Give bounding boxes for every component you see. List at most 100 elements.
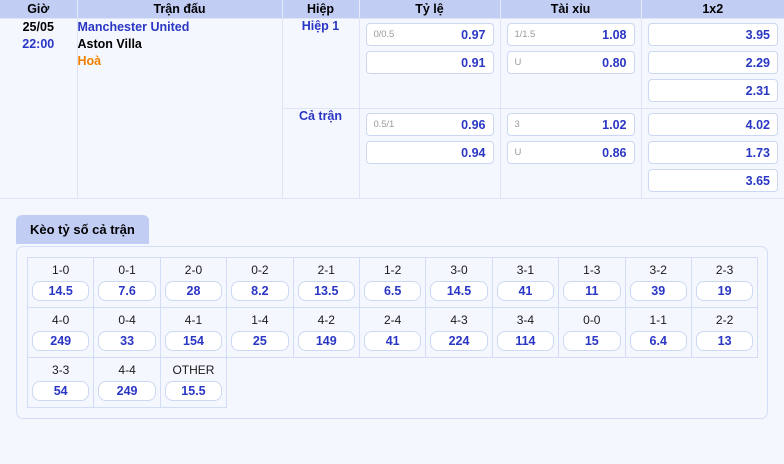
score-cell: 3-4 114	[492, 308, 560, 358]
score-label: 0-1	[118, 263, 136, 277]
score-odds-button[interactable]: 39	[629, 281, 687, 301]
odds-button[interactable]: U 0.86	[506, 141, 635, 164]
period-label-full-time: Cả trận	[282, 108, 360, 199]
score-grid-row: 3-3 54 4-4 249 OTHER 15.5	[28, 358, 758, 408]
away-team-label: Aston Villa	[77, 37, 142, 51]
odds-value: 3.65	[745, 173, 770, 188]
match-date: 25/05	[22, 20, 54, 34]
odds-button[interactable]: 0.5/1 0.96	[365, 113, 494, 136]
match-kickoff-time: 22:00	[22, 37, 55, 51]
odds-button[interactable]: 2.31	[647, 79, 778, 102]
correct-score-panel: 1-0 14.5 0-1 7.6 2-0 28 0-2 8.2 2-1 13.5 1-2 6.5 3-0…	[16, 246, 768, 419]
column-header-period: Hiệp	[282, 0, 360, 19]
score-odds-button[interactable]: 6.4	[629, 331, 687, 351]
score-odds-button[interactable]: 249	[32, 331, 90, 351]
column-header-time: Giờ	[0, 0, 78, 19]
score-label: 2-1	[317, 263, 335, 277]
score-cell: 4-0 249	[28, 308, 95, 358]
score-odds-button[interactable]: 13.5	[297, 281, 355, 301]
tab-strip: Kèo tỷ số cả trận	[16, 215, 768, 244]
column-header-1x2: 1x2	[641, 0, 784, 19]
handicap-cell-full-time: 0.5/1 0.96 0.94	[359, 108, 501, 199]
score-odds-button[interactable]: 15.5	[164, 381, 223, 401]
handicap-line: 0/0.5	[373, 29, 395, 40]
period-label-first-half: Hiệp 1	[282, 18, 360, 109]
match-status-badge: Hoà	[77, 54, 102, 68]
score-odds-button[interactable]: 28	[164, 281, 223, 301]
odds-button[interactable]: 0.91	[365, 51, 494, 74]
score-label: 3-1	[516, 263, 535, 277]
score-cell: 0-2 8.2	[227, 258, 294, 308]
score-odds-button[interactable]: 154	[164, 331, 223, 351]
score-label: 1-2	[383, 263, 402, 277]
score-odds-button[interactable]: 149	[297, 331, 355, 351]
score-label: 1-4	[251, 313, 269, 327]
table-row: Cả trận 0.5/1 0.96 0.94 3	[0, 108, 784, 199]
odds-button[interactable]: 2.29	[647, 51, 778, 74]
score-label: OTHER	[172, 363, 215, 377]
score-odds-button[interactable]: 54	[32, 381, 90, 401]
correct-score-grid: 1-0 14.5 0-1 7.6 2-0 28 0-2 8.2 2-1 13.5 1-2 6.5 3-0…	[27, 257, 759, 408]
score-cell: 2-2 13	[691, 308, 759, 358]
score-odds-button[interactable]: 6.5	[363, 281, 422, 301]
score-odds-button[interactable]: 114	[496, 331, 555, 351]
odds-button[interactable]: U 0.80	[506, 51, 635, 74]
score-cell: 1-0 14.5	[28, 258, 95, 308]
odds-value: 0.86	[602, 145, 627, 160]
overunder-line: U	[514, 147, 522, 158]
score-cell: 0-0 15	[559, 308, 626, 358]
score-odds-button[interactable]: 15	[563, 331, 621, 351]
overunder-cell-first-half: 1/1.5 1.08 U 0.80	[500, 18, 642, 109]
overunder-line: 3	[514, 119, 520, 130]
score-odds-button[interactable]: 19	[695, 281, 754, 301]
odds-table: Giờ Trận đấu Hiệp Tỷ lệ Tài xỉu 1x2 25/0…	[0, 0, 784, 199]
score-odds-button[interactable]: 13	[695, 331, 754, 351]
score-odds-button[interactable]: 14.5	[32, 281, 90, 301]
score-cell: 1-2 6.5	[359, 258, 427, 308]
score-odds-button[interactable]: 224	[430, 331, 488, 351]
odds-button[interactable]: 3.65	[647, 169, 778, 192]
correct-score-section: Kèo tỷ số cả trận 1-0 14.5 0-1 7.6 2-0 28 0-2 8…	[0, 215, 784, 419]
onextwo-cell-full-time: 4.02 1.73 3.65	[641, 108, 784, 199]
score-label: 1-1	[649, 313, 667, 327]
odds-value: 0.96	[461, 117, 486, 132]
odds-button[interactable]: 4.02	[647, 113, 778, 136]
odds-button[interactable]: 1.73	[647, 141, 778, 164]
score-label: 3-2	[649, 263, 667, 277]
match-teams-cell: Manchester United Aston Villa Hoà	[77, 18, 283, 199]
score-label: 2-0	[184, 263, 203, 277]
odds-value: 0.91	[461, 55, 486, 70]
odds-value: 1.73	[745, 145, 770, 160]
home-team-link[interactable]: Manchester United	[77, 20, 190, 34]
score-odds-button[interactable]: 249	[98, 381, 156, 401]
odds-value: 1.08	[602, 27, 627, 42]
score-odds-button[interactable]: 14.5	[430, 281, 488, 301]
odds-button[interactable]: 0/0.5 0.97	[365, 23, 494, 46]
score-odds-button[interactable]: 8.2	[231, 281, 289, 301]
score-odds-button[interactable]: 11	[563, 281, 621, 301]
odds-button[interactable]: 1/1.5 1.08	[506, 23, 635, 46]
score-label: 3-0	[450, 263, 468, 277]
odds-button[interactable]: 0.94	[365, 141, 494, 164]
score-label: 4-4	[118, 363, 136, 377]
score-odds-button[interactable]: 41	[363, 331, 422, 351]
score-label: 0-0	[583, 313, 601, 327]
score-grid-row: 4-0 249 0-4 33 4-1 154 1-4 25 4-2 149 2-4 41 4-3 224 3…	[28, 308, 759, 358]
score-label: 0-4	[118, 313, 136, 327]
score-odds-button[interactable]: 25	[231, 331, 289, 351]
table-header-row: Giờ Trận đấu Hiệp Tỷ lệ Tài xỉu 1x2	[0, 0, 784, 19]
score-odds-button[interactable]: 7.6	[98, 281, 156, 301]
score-label: 1-0	[52, 263, 70, 277]
odds-value: 1.02	[602, 117, 627, 132]
score-label: 2-2	[715, 313, 734, 327]
odds-button[interactable]: 3.95	[647, 23, 778, 46]
score-cell: 3-3 54	[28, 358, 95, 408]
odds-button[interactable]: 3 1.02	[506, 113, 635, 136]
score-odds-button[interactable]: 41	[496, 281, 555, 301]
score-odds-button[interactable]: 33	[98, 331, 156, 351]
handicap-cell-first-half: 0/0.5 0.97 0.91	[359, 18, 501, 109]
tab-correct-score[interactable]: Kèo tỷ số cả trận	[16, 215, 149, 244]
table-row: 25/05 22:00 Manchester United Aston Vill…	[0, 18, 784, 199]
score-label: 2-4	[383, 313, 402, 327]
overunder-line: 1/1.5	[514, 29, 536, 40]
